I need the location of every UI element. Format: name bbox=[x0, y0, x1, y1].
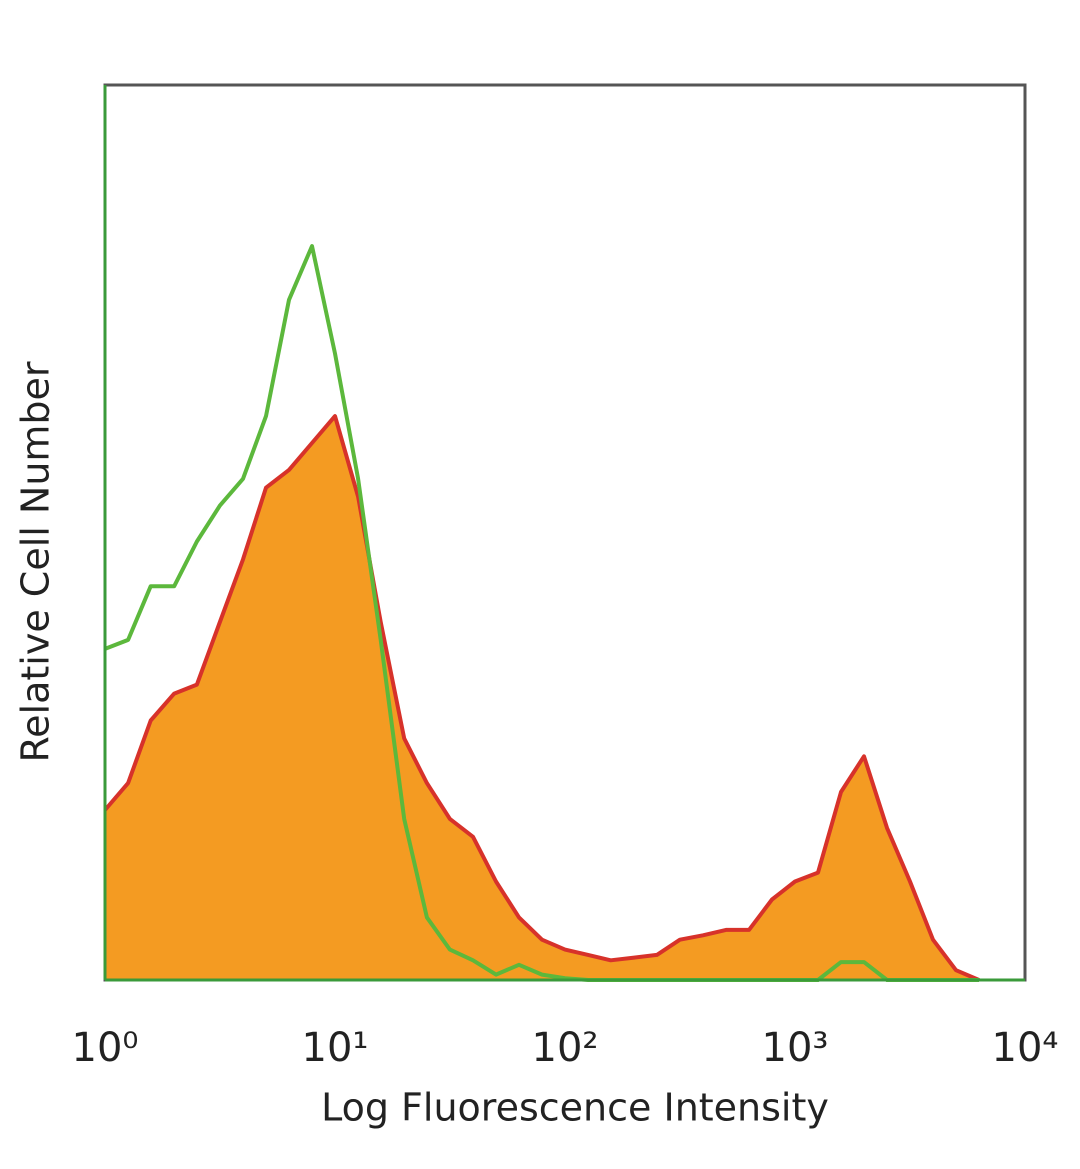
x-tick-label: 10² bbox=[532, 1025, 599, 1071]
x-tick-label: 10⁰ bbox=[72, 1025, 139, 1071]
area-fill bbox=[105, 416, 980, 981]
x-tick-label: 10³ bbox=[762, 1025, 829, 1071]
x-axis-label: Log Fluorescence Intensity bbox=[321, 1086, 829, 1130]
series-line bbox=[103, 414, 980, 982]
series-line bbox=[104, 244, 979, 982]
x-tick-label: 10⁴ bbox=[992, 1025, 1059, 1071]
y-axis-label: Relative Cell Number bbox=[14, 361, 58, 762]
x-tick-label: 10¹ bbox=[302, 1025, 369, 1071]
